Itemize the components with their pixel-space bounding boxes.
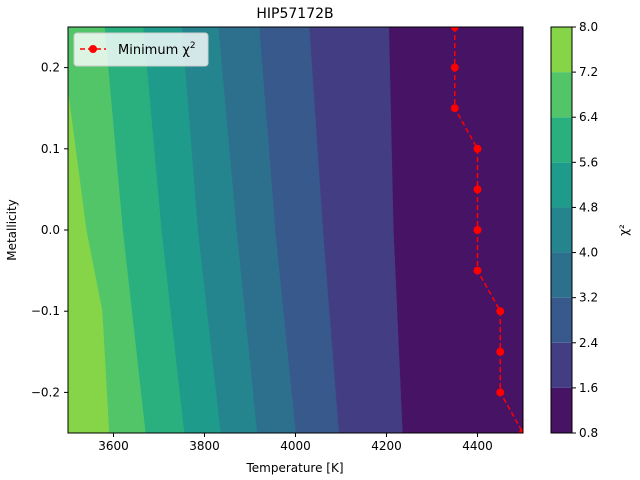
series-point — [473, 226, 482, 234]
colorbar-band — [551, 297, 572, 343]
y-tick-label: 0.0 — [41, 223, 60, 237]
colorbar-tick-label: 4.0 — [579, 246, 598, 260]
y-tick-label: 0.2 — [41, 61, 60, 75]
series-point — [473, 185, 482, 194]
series-point — [473, 266, 482, 275]
colorbar-ticks: 0.8 1.6 2.4 3.2 4.0 4.8 5.6 6.4 7.2 8.0 — [572, 20, 598, 440]
colorbar-band — [551, 162, 572, 208]
colorbar-tick-label: 0.8 — [579, 426, 598, 440]
contour-fills — [68, 27, 523, 433]
legend: Minimum χ2 — [73, 32, 209, 67]
y-tick-label: −0.2 — [31, 385, 60, 399]
y-tick-label: −0.1 — [31, 304, 60, 318]
colorbar-label: χ² — [617, 224, 631, 236]
x-tick-label: 4200 — [371, 439, 402, 453]
colorbar-band — [551, 27, 572, 73]
contour-band — [68, 88, 110, 433]
colorbar-band — [551, 252, 572, 298]
series-point — [496, 307, 505, 316]
colorbar-frame — [550, 26, 573, 434]
x-axis-label: Temperature [K] — [245, 461, 343, 475]
colorbar-band — [551, 342, 572, 388]
colorbar-tick-label: 4.8 — [579, 200, 598, 214]
series-point — [496, 388, 505, 397]
series-point — [496, 347, 505, 356]
series-point — [473, 144, 482, 153]
colorbar-band — [551, 207, 572, 253]
chart-title: HIP57172B — [256, 6, 333, 22]
legend-label-text: Minimum χ — [118, 43, 190, 58]
series-point — [450, 104, 459, 113]
plot-area: 3600 3800 4000 4200 4400 −0.2 −0.1 0.0 0.1 0.2 — [31, 26, 524, 453]
series-point — [450, 27, 459, 31]
y-tick-label: 0.1 — [41, 142, 60, 156]
x-tick-label: 3800 — [189, 439, 220, 453]
colorbar-band — [551, 387, 572, 433]
colorbar-tick-label: 7.2 — [579, 65, 598, 79]
series-point — [450, 63, 459, 72]
colorbar-band — [551, 72, 572, 118]
legend-label-sup: 2 — [190, 41, 196, 51]
colorbar: 0.8 1.6 2.4 3.2 4.0 4.8 5.6 6.4 7.2 8.0 χ² — [550, 20, 631, 440]
colorbar-tick-label: 2.4 — [579, 336, 598, 350]
series-point — [519, 429, 523, 433]
legend-label: Minimum χ2 — [118, 41, 196, 58]
colorbar-tick-label: 1.6 — [579, 381, 598, 395]
x-tick-label: 4400 — [462, 439, 493, 453]
y-axis-ticks: −0.2 −0.1 0.0 0.1 0.2 — [31, 61, 68, 399]
legend-box — [73, 32, 209, 67]
colorbar-tick-label: 5.6 — [579, 155, 598, 169]
x-axis-ticks: 3600 3800 4000 4200 4400 — [98, 433, 493, 453]
colorbar-tick-label: 8.0 — [579, 20, 598, 34]
series-layer — [450, 27, 523, 433]
colorbar-bands — [551, 27, 572, 433]
x-tick-label: 3600 — [98, 439, 129, 453]
colorbar-tick-label: 6.4 — [579, 110, 598, 124]
colorbar-tick-label: 3.2 — [579, 291, 598, 305]
colorbar-band — [551, 117, 572, 163]
legend-marker — [89, 45, 97, 53]
y-axis-label: Metallicity — [5, 199, 19, 261]
x-tick-label: 4000 — [280, 439, 311, 453]
